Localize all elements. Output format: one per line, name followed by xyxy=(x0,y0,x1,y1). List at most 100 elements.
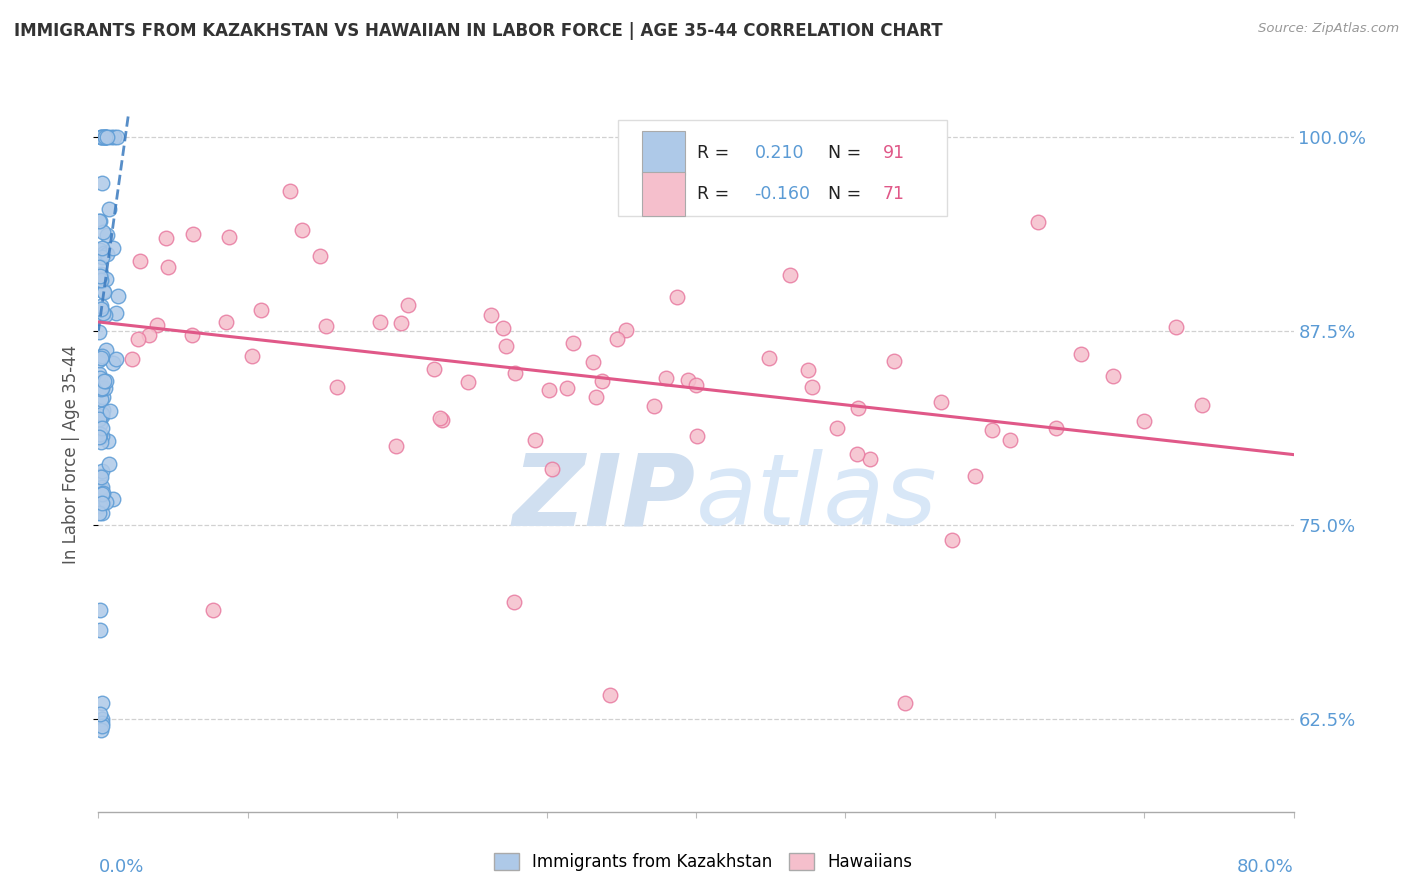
Point xyxy=(1132,414,1154,428)
Point xyxy=(121,352,143,367)
FancyBboxPatch shape xyxy=(619,120,948,216)
Point xyxy=(1102,369,1125,384)
Point xyxy=(90,274,112,288)
Point xyxy=(90,434,112,449)
Point xyxy=(97,434,120,448)
Point xyxy=(90,723,112,737)
Point xyxy=(1164,320,1187,334)
Point xyxy=(91,402,114,417)
Point xyxy=(89,353,111,368)
Point xyxy=(479,309,502,323)
Point xyxy=(96,228,118,243)
Text: 80.0%: 80.0% xyxy=(1237,858,1294,876)
Point xyxy=(1000,433,1022,447)
Point xyxy=(91,409,114,423)
Point xyxy=(96,129,118,144)
Point xyxy=(389,316,412,330)
Point xyxy=(89,214,111,228)
Point xyxy=(893,696,915,710)
Point xyxy=(91,486,114,500)
Point xyxy=(91,506,114,520)
Point xyxy=(90,482,112,496)
Point xyxy=(503,366,526,380)
Point xyxy=(91,421,114,435)
Point xyxy=(202,603,225,617)
Point xyxy=(89,371,111,385)
Point xyxy=(89,624,111,638)
Point xyxy=(981,423,1004,437)
Point xyxy=(93,245,115,260)
Point xyxy=(89,469,111,483)
Point xyxy=(104,351,127,366)
Point xyxy=(91,284,114,298)
Point xyxy=(91,349,114,363)
Point xyxy=(89,268,111,283)
Text: Source: ZipAtlas.com: Source: ZipAtlas.com xyxy=(1258,22,1399,36)
Point xyxy=(90,470,112,484)
Point xyxy=(561,336,583,351)
Point xyxy=(502,595,524,609)
Point xyxy=(585,391,607,405)
Point xyxy=(90,267,112,281)
Text: N =: N = xyxy=(817,144,866,162)
Point xyxy=(107,288,129,302)
Point xyxy=(91,241,114,255)
Point xyxy=(429,410,451,425)
Point xyxy=(91,129,114,144)
Point xyxy=(1070,347,1092,361)
Text: -0.160: -0.160 xyxy=(755,185,810,203)
Point xyxy=(87,412,110,426)
Point xyxy=(1191,398,1213,412)
Point xyxy=(96,129,118,144)
Point xyxy=(797,363,820,377)
Text: 0.210: 0.210 xyxy=(755,144,804,162)
Point xyxy=(541,462,564,476)
Point xyxy=(457,375,479,389)
Point xyxy=(89,426,111,441)
Text: 0.0%: 0.0% xyxy=(98,858,143,876)
Text: atlas: atlas xyxy=(696,450,938,546)
Point xyxy=(430,413,453,427)
Point xyxy=(94,381,117,395)
Point xyxy=(100,129,122,144)
Point xyxy=(94,374,117,388)
Point xyxy=(643,399,665,413)
Point xyxy=(385,439,408,453)
Point xyxy=(89,706,111,721)
Point xyxy=(315,318,337,333)
Point xyxy=(291,223,314,237)
Point xyxy=(89,214,111,228)
Point xyxy=(825,421,848,435)
Point xyxy=(91,719,114,733)
Point xyxy=(89,500,111,514)
Point xyxy=(90,381,112,395)
Point xyxy=(91,250,114,264)
Point xyxy=(685,378,707,392)
Point xyxy=(218,230,240,244)
Point xyxy=(94,129,117,144)
Point xyxy=(326,380,349,394)
Legend: Immigrants from Kazakhstan, Hawaiians: Immigrants from Kazakhstan, Hawaiians xyxy=(485,845,921,880)
Point xyxy=(89,603,111,617)
Text: R =: R = xyxy=(697,185,735,203)
Text: 71: 71 xyxy=(883,185,904,203)
Point xyxy=(240,349,263,363)
Point xyxy=(614,323,637,337)
Point xyxy=(105,306,128,320)
Point xyxy=(90,351,112,365)
Point xyxy=(423,362,446,376)
FancyBboxPatch shape xyxy=(643,131,685,175)
Point xyxy=(90,392,112,406)
Text: ZIP: ZIP xyxy=(513,450,696,546)
Point xyxy=(654,371,676,385)
Point xyxy=(1026,215,1049,229)
Point xyxy=(87,351,110,365)
Point xyxy=(105,129,128,144)
Point xyxy=(368,315,391,329)
Point xyxy=(89,273,111,287)
Point xyxy=(87,326,110,340)
Point xyxy=(91,428,114,442)
Point xyxy=(90,177,112,191)
Point xyxy=(1045,421,1067,435)
Point xyxy=(396,297,419,311)
